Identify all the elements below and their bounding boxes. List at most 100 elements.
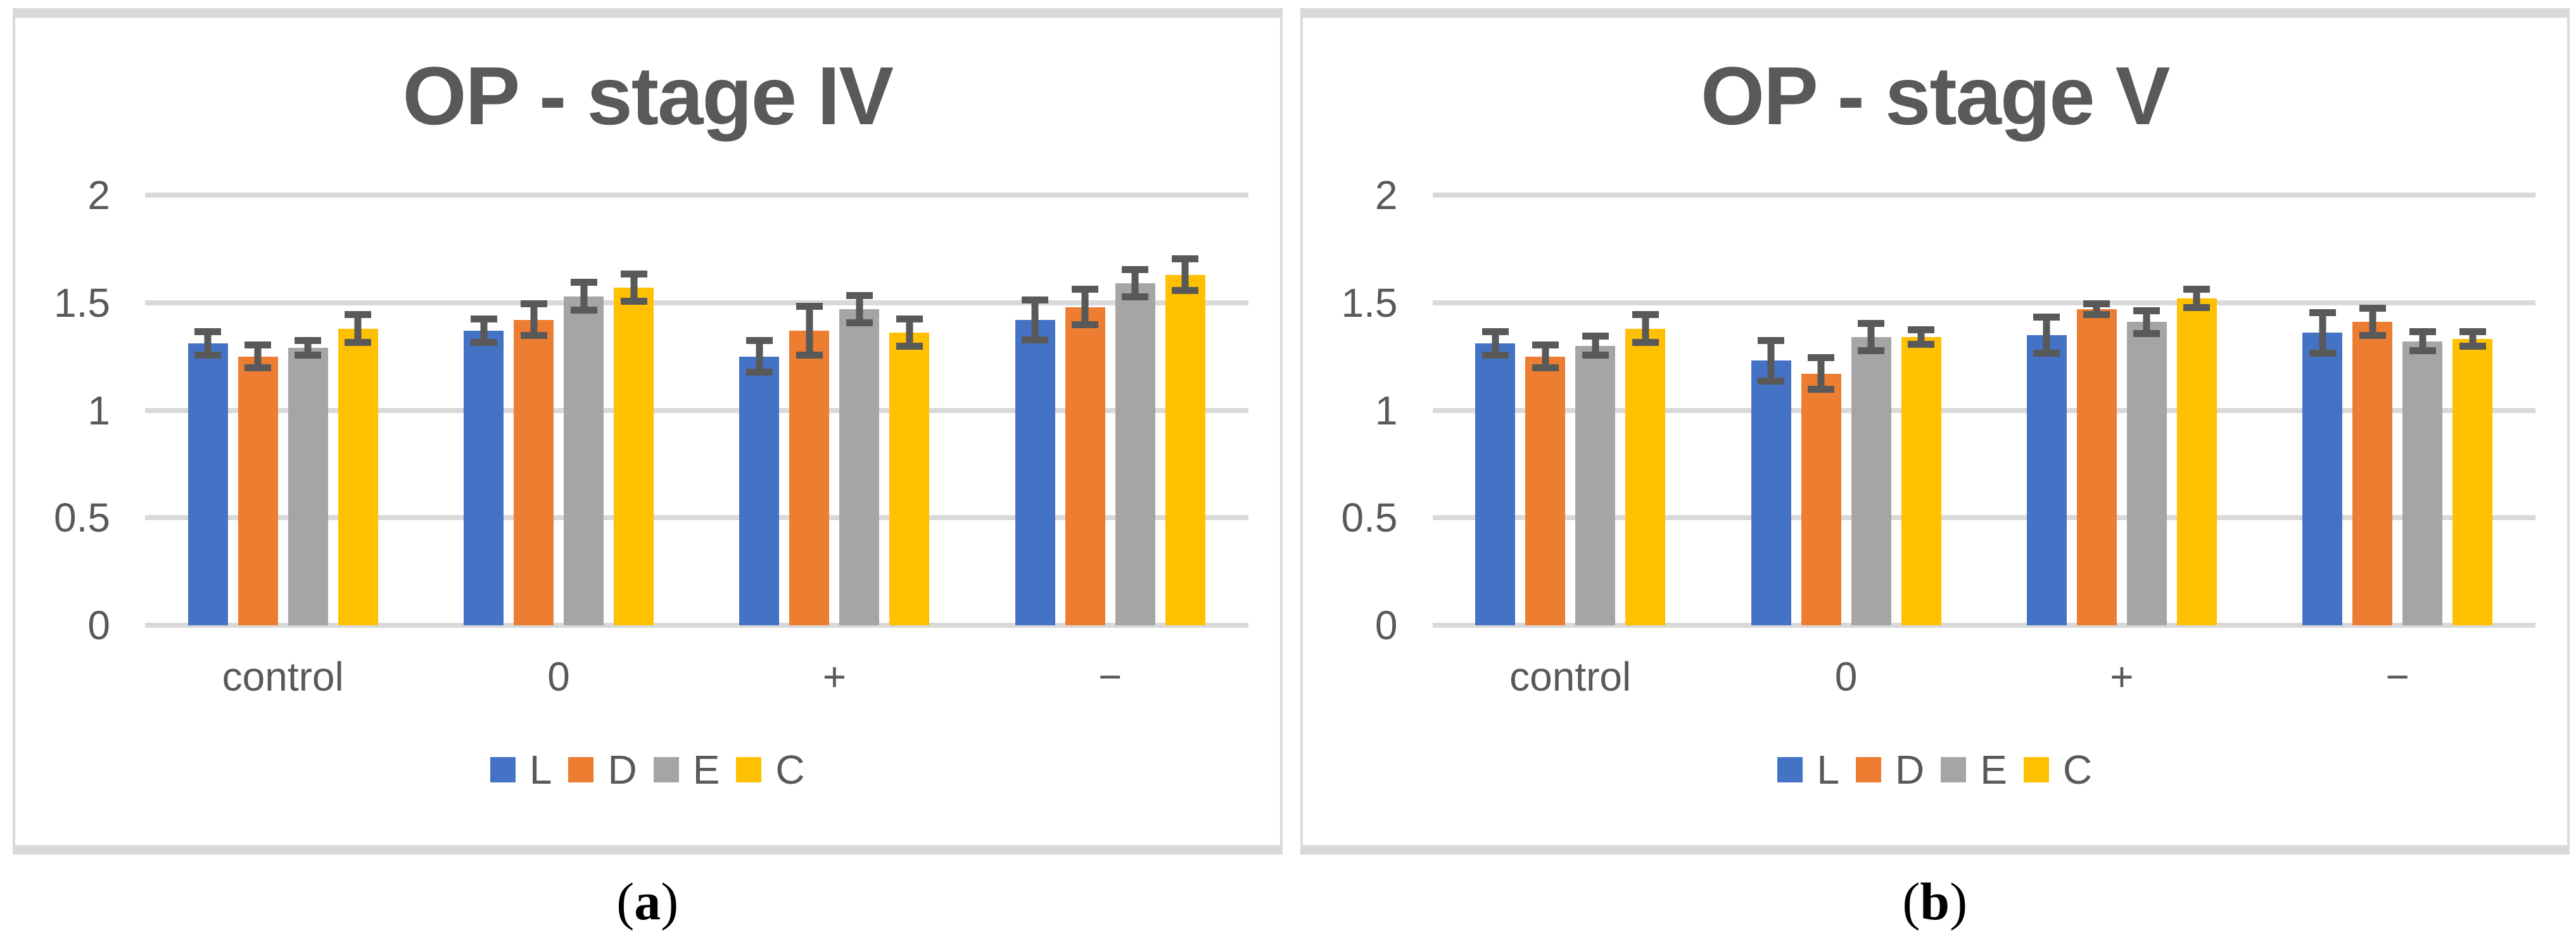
error-bar-cap-top bbox=[470, 316, 497, 323]
bar-wrapper bbox=[338, 195, 378, 625]
legend-label: L bbox=[1817, 747, 1839, 793]
bar-E bbox=[2126, 322, 2167, 625]
bar-C bbox=[338, 328, 378, 625]
error-bar-cap-bottom bbox=[1072, 321, 1099, 329]
caption-close-paren: ) bbox=[661, 872, 679, 931]
legend-label: E bbox=[1980, 747, 2007, 793]
error-bar-cap-top bbox=[1172, 255, 1199, 263]
error-bar-line bbox=[204, 328, 212, 359]
error-bar bbox=[570, 279, 597, 314]
error-bar bbox=[2459, 328, 2486, 350]
x-axis-labels: control 0 + − bbox=[145, 654, 1248, 699]
legend-label: C bbox=[2062, 747, 2093, 793]
error-bar-cap-bottom bbox=[345, 338, 372, 346]
error-bar-cap-bottom bbox=[620, 298, 647, 305]
error-bar-cap-top bbox=[746, 337, 773, 345]
y-tick-label: 1.5 bbox=[1341, 279, 1398, 326]
error-bar bbox=[796, 302, 823, 359]
gridline bbox=[1432, 193, 2535, 198]
legend-item-E: E bbox=[1941, 749, 2007, 790]
y-tick-label: 0 bbox=[87, 602, 110, 648]
error-bar-cap-top bbox=[2359, 305, 2386, 312]
y-tick-label: 0.5 bbox=[54, 495, 110, 541]
gridline bbox=[145, 515, 1248, 521]
bar-D bbox=[2352, 322, 2393, 625]
bar-D bbox=[238, 356, 278, 625]
subfigure-caption-b: (b) bbox=[1300, 873, 2570, 931]
error-bar-line bbox=[480, 316, 488, 346]
bar-L bbox=[464, 330, 504, 625]
bar-L bbox=[1751, 360, 1791, 625]
caption-letter: b bbox=[1920, 872, 1950, 931]
bar-wrapper bbox=[2352, 195, 2393, 625]
error-bar-line bbox=[1867, 319, 1875, 355]
bar-wrapper bbox=[1525, 195, 1566, 625]
bar-wrapper bbox=[2076, 195, 2117, 625]
category-group bbox=[697, 195, 972, 625]
error-bar bbox=[1482, 328, 1509, 359]
error-bar-line bbox=[1817, 354, 1825, 393]
x-axis-labels: control 0 + − bbox=[1433, 654, 2536, 699]
error-bar-line bbox=[856, 291, 863, 327]
error-bar-cap-bottom bbox=[746, 369, 773, 376]
error-bar-cap-bottom bbox=[1858, 347, 1885, 355]
bar-E bbox=[1575, 345, 1616, 625]
y-tick-label: 0.5 bbox=[1341, 495, 1398, 541]
error-bar-cap-bottom bbox=[2033, 349, 2060, 357]
error-bar bbox=[746, 337, 773, 376]
captions-row: (a) (b) bbox=[13, 873, 2570, 931]
bar-wrapper bbox=[1065, 195, 1105, 625]
error-bar-line bbox=[1181, 255, 1189, 295]
gridline bbox=[145, 623, 1248, 628]
bar-wrapper bbox=[1165, 195, 1205, 625]
error-bar bbox=[1758, 337, 1785, 385]
error-bar-cap-top bbox=[570, 279, 597, 286]
legend-label: D bbox=[607, 747, 637, 793]
error-bar-cap-top bbox=[1072, 285, 1099, 293]
bar-wrapper bbox=[1475, 195, 1516, 625]
error-bar-line bbox=[1492, 328, 1499, 359]
error-bar-line bbox=[2469, 328, 2477, 350]
error-bar-line bbox=[1031, 296, 1039, 344]
error-bar-cap-top bbox=[2133, 307, 2160, 314]
plot-area bbox=[145, 193, 1248, 628]
legend-label: E bbox=[692, 747, 720, 793]
y-tick-label: 1.5 bbox=[54, 279, 110, 326]
error-bar bbox=[620, 270, 647, 305]
gridline bbox=[145, 407, 1248, 413]
error-bar-cap-top bbox=[244, 341, 272, 348]
category-group bbox=[2260, 195, 2535, 625]
legend-item-C: C bbox=[2023, 747, 2093, 793]
error-bar-cap-bottom bbox=[846, 319, 873, 327]
error-bar-cap-top bbox=[2409, 328, 2436, 336]
error-bar bbox=[1582, 333, 1609, 359]
error-bar bbox=[345, 311, 372, 346]
bar-wrapper bbox=[889, 195, 930, 625]
error-bar bbox=[1122, 266, 1149, 301]
bar-wrapper bbox=[739, 195, 780, 625]
error-bar bbox=[1908, 326, 1935, 348]
bar-C bbox=[2452, 339, 2493, 625]
gridline bbox=[1432, 515, 2535, 521]
error-bar-line bbox=[2093, 300, 2100, 318]
legend-item-D: D bbox=[568, 749, 637, 790]
bar-wrapper bbox=[2176, 195, 2217, 625]
x-category-label: − bbox=[1098, 654, 1122, 699]
bar-E bbox=[839, 309, 880, 625]
bar-D bbox=[1065, 307, 1105, 625]
bar-wrapper bbox=[1115, 195, 1155, 625]
category-group bbox=[145, 195, 421, 625]
bar-D bbox=[789, 330, 830, 625]
error-bar-cap-bottom bbox=[1908, 341, 1935, 348]
error-bar-cap-top bbox=[896, 316, 923, 323]
error-bar-line bbox=[1542, 341, 1549, 372]
error-bar bbox=[2359, 305, 2386, 340]
error-bar bbox=[1858, 319, 1885, 355]
y-tick-label: 2 bbox=[1374, 172, 1398, 218]
error-bar bbox=[2133, 307, 2160, 338]
bar-wrapper bbox=[1751, 195, 1791, 625]
legend-swatch-E bbox=[653, 757, 679, 782]
error-bar-cap-top bbox=[796, 302, 823, 310]
bar-L bbox=[739, 356, 780, 625]
